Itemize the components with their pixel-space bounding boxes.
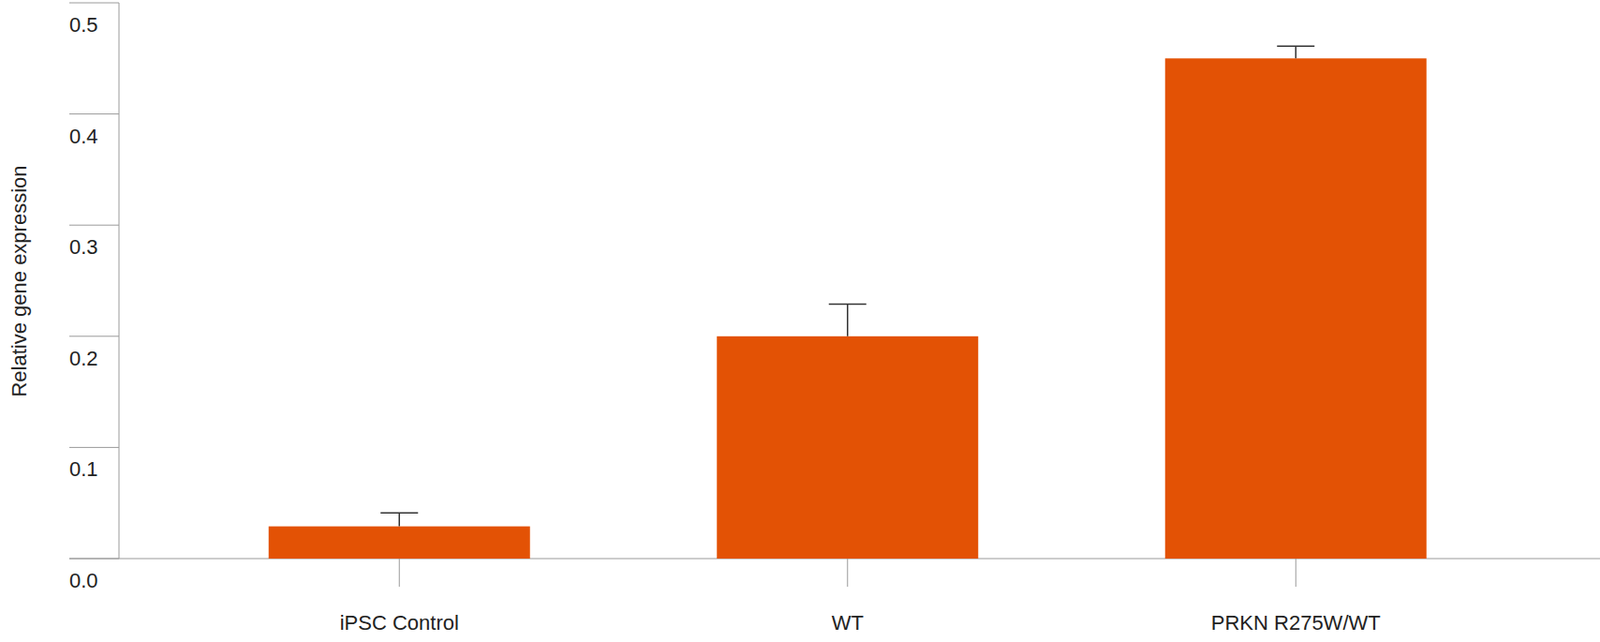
error-cap (1276, 45, 1315, 48)
error-cap (380, 512, 418, 515)
x-tick (1295, 558, 1297, 587)
error-bar (829, 303, 867, 336)
error-bar (1276, 45, 1315, 59)
error-stem (399, 512, 401, 526)
y-tick-label: 0.0 (69, 568, 99, 593)
chart-container: 0.0 0.1 0.2 0.3 0.4 0.5 Relative gene expressi… (0, 0, 1600, 642)
x-tick-label: PRKN R275W/WT (1211, 610, 1381, 635)
y-tick-label: 0.5 (69, 13, 99, 37)
y-tick (69, 224, 119, 226)
y-tick-label: 0.1 (69, 457, 99, 481)
x-tick-label: WT (831, 610, 864, 635)
y-tick (69, 335, 119, 337)
y-tick-label: 0.3 (69, 235, 99, 259)
error-cap (829, 303, 867, 306)
bar (268, 526, 531, 559)
bars (268, 45, 1427, 559)
x-tick-label: iPSC Control (340, 610, 460, 635)
y-tick-label: 0.4 (69, 124, 99, 149)
y-tick (69, 446, 119, 448)
chart-svg: 0.0 0.1 0.2 0.3 0.4 0.5 Relative gene expressi… (0, 0, 1600, 642)
error-stem (1295, 45, 1298, 59)
error-stem (846, 303, 849, 336)
y-axis (118, 2, 120, 559)
y-tick (69, 2, 119, 4)
error-bar (380, 512, 418, 526)
bar (1165, 58, 1427, 559)
y-axis-title: Relative gene expression (7, 164, 31, 397)
bar (716, 336, 978, 559)
y-tick (69, 113, 119, 115)
y-tick-label: 0.2 (69, 346, 99, 371)
x-tick (846, 558, 848, 587)
x-tick (399, 558, 400, 587)
